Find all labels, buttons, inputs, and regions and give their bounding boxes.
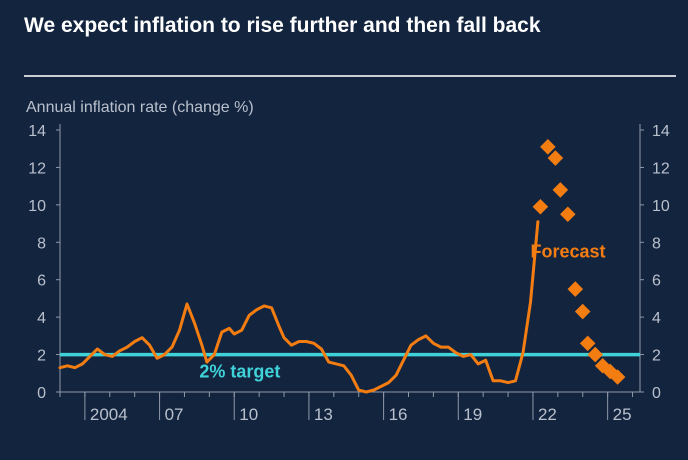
forecast-marker <box>579 335 596 352</box>
y-axis-label: Annual inflation rate (change %) <box>26 99 254 116</box>
y-tick-left: 14 <box>28 123 46 140</box>
x-tick-label: 2004 <box>90 405 128 424</box>
y-tick-right: 4 <box>652 310 661 327</box>
forecast-annotation: Forecast <box>530 241 605 261</box>
title-divider <box>24 75 676 77</box>
inflation-line <box>58 220 540 394</box>
x-tick-label: 16 <box>389 405 408 424</box>
forecast-marker <box>532 198 549 215</box>
y-tick-left: 6 <box>37 273 46 290</box>
y-tick-right: 14 <box>652 123 670 140</box>
y-tick-right: 6 <box>652 273 661 290</box>
inflation-line-group <box>58 220 540 394</box>
forecast-marker <box>567 281 584 297</box>
forecast-marker <box>609 369 626 385</box>
y-tick-left: 4 <box>37 310 46 327</box>
x-tick-label: 10 <box>239 405 258 424</box>
target-label: 2% target <box>199 361 280 381</box>
y-tick-right: 12 <box>652 160 670 177</box>
forecast-marker <box>552 182 569 198</box>
x-tick-label: 13 <box>314 405 333 424</box>
x-tick-label: 19 <box>463 405 482 424</box>
y-tick-right: 0 <box>652 385 661 402</box>
x-tick-label: 25 <box>613 405 632 424</box>
forecast-marker <box>574 303 591 320</box>
forecast-marker <box>560 206 576 222</box>
y-tick-left: 8 <box>37 235 46 252</box>
chart-title: We expect inflation to rise further and … <box>24 14 541 37</box>
x-tick-label: 22 <box>538 405 557 424</box>
forecast-marker <box>587 346 603 363</box>
x-tick-label: 07 <box>165 405 184 424</box>
y-tick-left: 0 <box>37 385 46 402</box>
forecast-markers-group <box>532 139 626 385</box>
forecast-marker <box>547 150 564 166</box>
y-tick-right: 10 <box>652 198 670 215</box>
y-tick-right: 8 <box>652 235 661 252</box>
y-tick-left: 2 <box>37 348 46 365</box>
y-tick-left: 12 <box>28 160 46 177</box>
forecast-marker <box>540 139 556 155</box>
y-tick-left: 10 <box>28 198 46 215</box>
y-tick-right: 2 <box>652 348 661 365</box>
